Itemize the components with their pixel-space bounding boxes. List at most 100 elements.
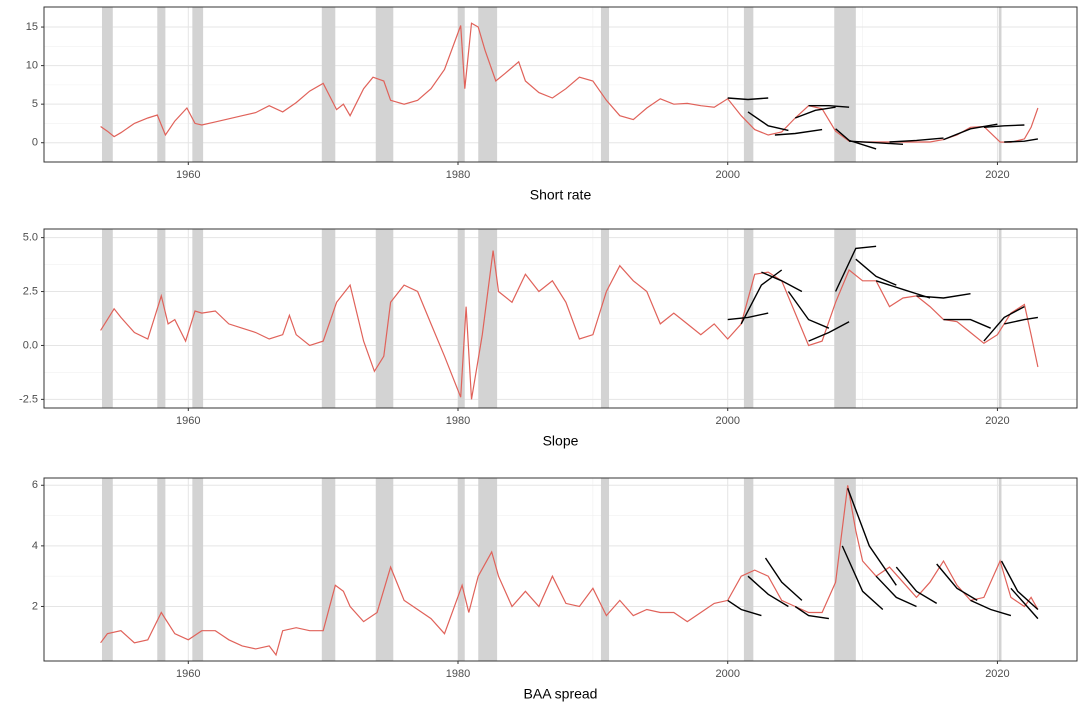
- forecast-line: [1004, 138, 1039, 143]
- y-tick-label: 10: [26, 60, 38, 72]
- forecast-line: [727, 599, 762, 617]
- recession-band: [478, 229, 498, 408]
- recession-band: [321, 7, 336, 162]
- x-tick-label: 1980: [446, 169, 470, 181]
- recession-band: [600, 7, 610, 162]
- recession-band: [998, 478, 1002, 661]
- forecast-line: [895, 566, 938, 605]
- x-tick-label: 1960: [176, 668, 200, 680]
- recession-band: [157, 7, 166, 162]
- history-line: [100, 485, 1039, 657]
- x-tick-label: 2000: [715, 668, 739, 680]
- y-tick-label: 0.0: [23, 339, 38, 351]
- y-tick-label: 5: [32, 98, 38, 110]
- y-tick-label: 0: [32, 137, 38, 149]
- panel-border: [43, 477, 1078, 662]
- y-tick-label: 4: [32, 540, 38, 552]
- x-axis-title: Short rate: [530, 187, 592, 203]
- forecast-line: [983, 124, 1025, 128]
- forecast-line: [983, 305, 1025, 342]
- recession-band: [321, 478, 336, 661]
- forecast-line: [764, 557, 803, 601]
- history-line: [100, 22, 1039, 143]
- x-tick-label: 2020: [985, 415, 1009, 427]
- forecast-line: [875, 280, 931, 299]
- recession-band: [743, 478, 754, 661]
- x-tick-label: 2000: [715, 169, 739, 181]
- recession-band: [192, 229, 204, 408]
- forecast-line: [889, 137, 944, 143]
- forecast-line: [943, 318, 991, 329]
- forecast-line: [849, 140, 904, 145]
- x-tick-label: 1960: [176, 415, 200, 427]
- recession-band: [478, 7, 498, 162]
- recession-band: [321, 229, 336, 408]
- recession-band: [157, 229, 166, 408]
- forecast-line: [834, 245, 877, 292]
- recession-band: [375, 229, 394, 408]
- forecast-line: [747, 575, 789, 608]
- x-tick-label: 1980: [446, 415, 470, 427]
- forecast-line: [916, 293, 971, 299]
- x-tick-label: 2000: [715, 415, 739, 427]
- forecast-line: [794, 605, 830, 620]
- y-tick-label: 5.0: [23, 232, 38, 244]
- forecast-line: [808, 321, 850, 342]
- recession-band: [600, 229, 610, 408]
- x-axis-title: BAA spread: [524, 686, 598, 702]
- forecast-line: [808, 105, 850, 108]
- forecast-line: [943, 123, 998, 141]
- forecast-line: [727, 312, 769, 321]
- x-tick-label: 1960: [176, 169, 200, 181]
- recession-band: [743, 229, 754, 408]
- forecast-line: [841, 545, 884, 611]
- y-tick-label: 2: [32, 600, 38, 612]
- recession-band: [192, 7, 204, 162]
- y-tick-label: -2.5: [19, 393, 38, 405]
- y-tick-label: 15: [26, 21, 38, 33]
- forecast-line: [847, 488, 897, 586]
- x-tick-label: 2020: [985, 169, 1009, 181]
- panel-background: [44, 7, 1077, 162]
- panel-background: [44, 478, 1077, 661]
- recession-band: [157, 478, 166, 661]
- recession-band: [834, 7, 856, 162]
- y-tick-label: 6: [32, 479, 38, 491]
- recession-band: [458, 478, 465, 661]
- forecast-line: [875, 575, 917, 608]
- recession-band: [375, 478, 394, 661]
- recession-band: [998, 7, 1002, 162]
- recession-band: [743, 7, 754, 162]
- forecast-line: [740, 269, 783, 325]
- recession-band: [834, 229, 856, 408]
- forecast-line: [794, 106, 836, 119]
- x-tick-label: 1980: [446, 668, 470, 680]
- panel-border: [43, 228, 1078, 409]
- forecast-line: [787, 291, 830, 329]
- forecast-line: [774, 128, 823, 136]
- y-tick-label: 2.5: [23, 285, 38, 297]
- forecast-line: [1004, 316, 1039, 325]
- forecast-line: [970, 599, 1012, 617]
- recession-band: [192, 478, 204, 661]
- forecast-line: [936, 563, 978, 602]
- x-tick-label: 2020: [985, 668, 1009, 680]
- recession-band: [101, 7, 113, 162]
- recession-band: [834, 478, 856, 661]
- recession-band: [998, 229, 1002, 408]
- recession-band: [101, 478, 113, 661]
- forecast-line: [855, 258, 897, 286]
- recession-band: [478, 478, 498, 661]
- recession-band: [600, 478, 610, 661]
- forecast-line: [747, 111, 789, 132]
- recession-band: [458, 7, 465, 162]
- recession-band: [458, 229, 465, 408]
- forecast-line: [1010, 587, 1039, 620]
- panel-border: [43, 6, 1078, 163]
- x-axis-title: Slope: [543, 433, 579, 449]
- forecast-line: [835, 128, 877, 150]
- forecast-line: [761, 271, 803, 293]
- forecast-line: [727, 97, 769, 101]
- forecast-line: [1000, 560, 1039, 611]
